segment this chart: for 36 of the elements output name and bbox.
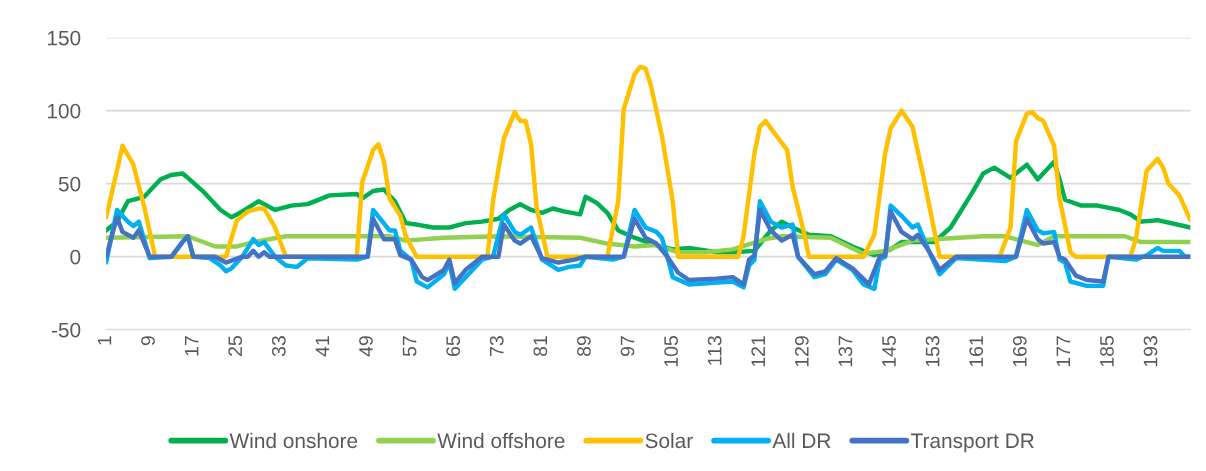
line-series [106,64,1191,259]
x-tick-label: 113 [707,336,722,365]
legend-label: Transport DR [911,433,1034,453]
x-tick-label: 41 [315,336,330,357]
x-tick-label: 161 [969,336,984,367]
x-tick-label: 17 [184,336,199,356]
x-tick-label: 97 [620,336,635,356]
x-tick-label: 169 [1012,336,1027,367]
x-tick-label: 73 [489,336,504,356]
x-tick-label: 57 [402,336,417,357]
y-tick-label: 100 [47,103,81,119]
x-tick-label: 25 [228,336,243,356]
x-tick-label: 65 [446,336,461,356]
y-tick-label: 0 [70,249,81,265]
legend-label: All DR [772,432,831,448]
x-tick-label: 137 [838,336,853,367]
x-tick-label: 185 [1100,336,1114,367]
legend-label: Wind onshore [229,432,358,449]
legend-label: Wind offshore [437,432,565,449]
legend-label: Solar [645,432,693,449]
y-tick-label: 50 [58,176,81,192]
x-tick-label: 105 [664,336,678,367]
x-tick-label: 193 [1143,336,1158,367]
x-tick-label: 145 [882,336,896,367]
x-tick-label: 33 [271,336,286,357]
x-tick-label: 129 [794,336,809,367]
x-tick-label: 9 [141,336,155,346]
x-tick-label: 49 [359,336,373,357]
x-tick-label: 153 [925,336,940,367]
y-tick-label: 150 [47,30,81,46]
x-tick-label: 121 [751,336,765,367]
x-tick-label: 177 [1056,336,1071,367]
x-tick-label: 1 [97,336,112,345]
x-tick-label: 89 [577,336,591,357]
y-tick-label: -50 [51,322,81,338]
x-tick-label: 81 [533,336,548,357]
